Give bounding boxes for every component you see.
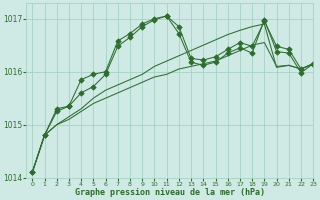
- X-axis label: Graphe pression niveau de la mer (hPa): Graphe pression niveau de la mer (hPa): [75, 188, 265, 197]
